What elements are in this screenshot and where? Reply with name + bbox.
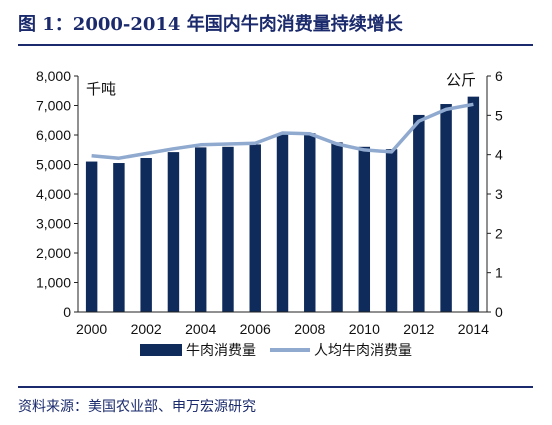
bar-2005	[222, 146, 234, 312]
left-tick-label: 7,000	[36, 98, 71, 114]
legend-label-consumption: 牛肉消费量	[186, 342, 256, 358]
bar-2010	[358, 146, 371, 312]
bar-2009	[331, 142, 343, 312]
legend: 牛肉消费量 人均牛肉消费量	[140, 342, 412, 358]
left-tick-label: 2,000	[36, 245, 71, 261]
left-tick-label: 8,000	[36, 68, 71, 84]
right-tick-label: 5	[495, 107, 503, 123]
left-tick-label: 3,000	[36, 216, 71, 232]
bar-2003	[167, 152, 180, 312]
right-tick-label: 2	[495, 225, 503, 241]
legend-label-per-capita: 人均牛肉消费量	[314, 342, 412, 358]
right-tick-label: 4	[495, 147, 503, 163]
bar-2007	[276, 133, 289, 312]
x-tick-label: 2006	[240, 321, 271, 337]
x-tick-label: 2012	[403, 321, 434, 337]
left-tick-label: 6,000	[36, 127, 71, 143]
bar-2000	[85, 161, 98, 312]
title-rule	[18, 44, 533, 46]
bar-2001	[113, 163, 125, 312]
right-tick-label: 3	[495, 186, 503, 202]
x-tick-label: 2000	[76, 321, 107, 337]
x-tick-label: 2010	[349, 321, 380, 337]
right-tick-label: 1	[495, 265, 503, 281]
x-tick-label: 2008	[294, 321, 325, 337]
left-tick-label: 1,000	[36, 275, 71, 291]
line-per-capita-consumption	[91, 102, 474, 160]
bar-2013	[440, 104, 452, 313]
bar-2004	[194, 147, 207, 312]
right-tick-label: 0	[495, 304, 503, 320]
source-note: 资料来源：美国农业部、申万宏源研究	[18, 399, 256, 415]
footer-rule	[18, 386, 533, 388]
legend-swatch-consumption	[140, 344, 182, 356]
left-tick-label: 0	[63, 304, 71, 320]
bar-2006	[249, 144, 261, 312]
left-axis-unit-label: 千吨	[86, 81, 116, 98]
bar-2008	[304, 133, 316, 312]
left-tick-label: 5,000	[36, 157, 71, 173]
x-tick-label: 2002	[131, 321, 162, 337]
bar-2002	[140, 158, 152, 312]
chart-title: 图 1：2000-2014 年国内牛肉消费量持续增长	[18, 14, 403, 35]
bar-2012	[413, 114, 425, 312]
x-tick-label: 2014	[458, 321, 489, 337]
left-tick-label: 4,000	[36, 186, 71, 202]
x-tick-label: 2004	[185, 321, 216, 337]
right-axis-unit-label: 公斤	[446, 72, 476, 89]
bar-2011	[385, 149, 398, 312]
right-tick-label: 6	[495, 68, 503, 84]
bar-2014	[467, 96, 480, 313]
